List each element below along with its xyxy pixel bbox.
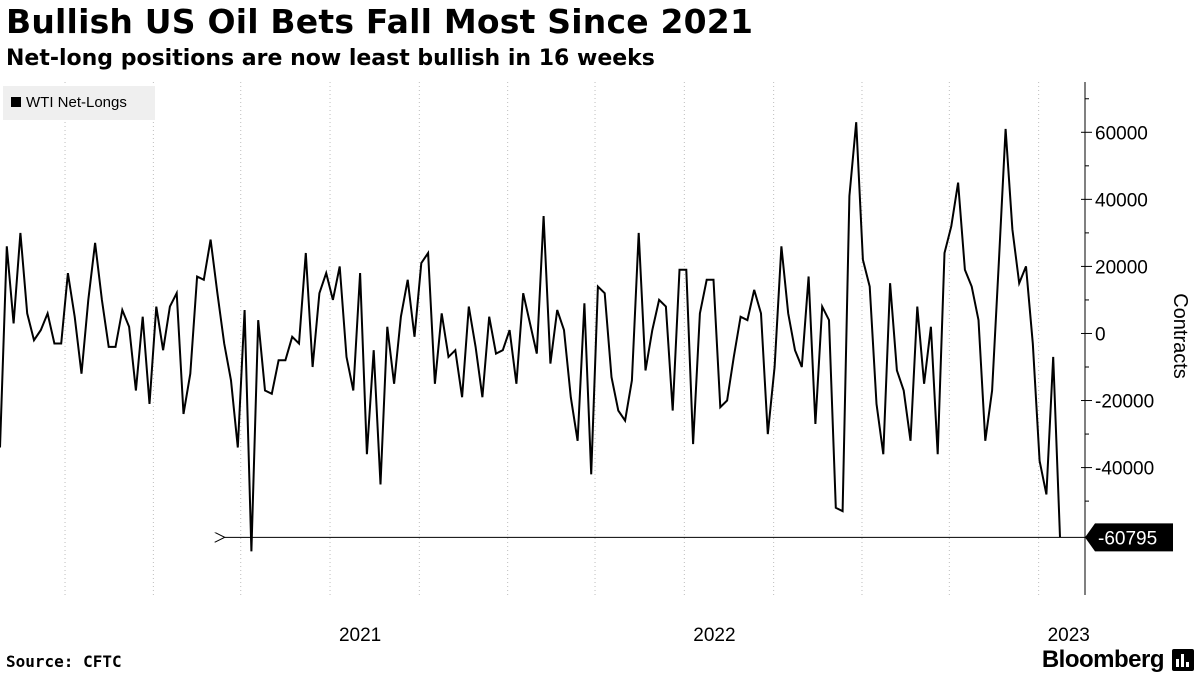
annotation-layer: -60795	[225, 523, 1173, 552]
y-axis-label: Contracts	[1169, 293, 1191, 379]
y-tick-label: 0	[1095, 324, 1106, 345]
y-tick-label: -40000	[1095, 459, 1154, 480]
x-tick-label: 2022	[693, 625, 735, 646]
legend: WTI Net-Longs	[3, 86, 155, 120]
y-tick-label: 60000	[1095, 123, 1148, 144]
source-note: Source: CFTC	[6, 652, 122, 671]
series-layer	[0, 122, 1061, 552]
y-tick-label: -20000	[1095, 392, 1154, 413]
chart-subtitle: Net-long positions are now least bullish…	[6, 46, 655, 71]
value-callout-label: -60795	[1098, 528, 1157, 549]
x-tick-label: 2021	[339, 625, 381, 646]
x-axis: 2021 2022 2023	[339, 625, 1090, 646]
y-tick-label: 20000	[1095, 257, 1148, 278]
series-line	[0, 122, 1061, 552]
x-tick-label: 2023	[1048, 625, 1090, 646]
bloomberg-chart-icon	[1172, 649, 1194, 671]
legend-label: WTI Net-Longs	[26, 94, 127, 111]
y-tick-label: 40000	[1095, 190, 1148, 211]
legend-background	[3, 86, 155, 120]
brand-logo: Bloomberg	[1041, 646, 1165, 673]
y-axis: 60000 40000 20000 0 -20000 -40000	[1081, 82, 1154, 595]
chart-title: Bullish US Oil Bets Fall Most Since 2021	[6, 2, 754, 41]
grid-layer	[64, 82, 1040, 595]
legend-swatch	[11, 97, 21, 107]
value-callout-tag	[1085, 523, 1173, 552]
